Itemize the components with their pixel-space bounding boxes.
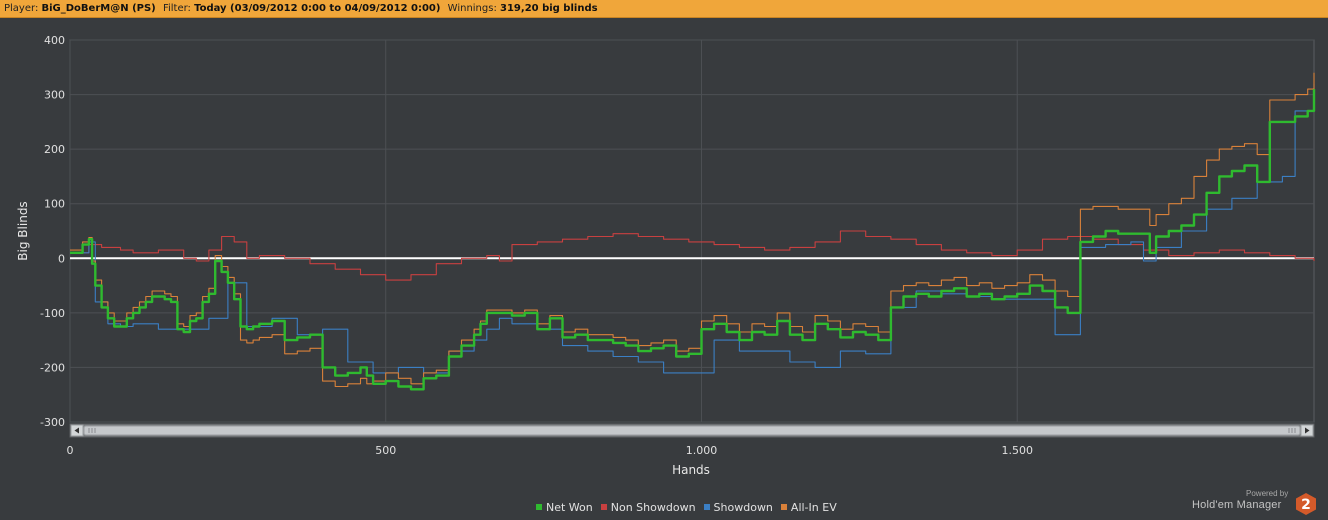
winnings-value: 319,20 big blinds [500,3,598,14]
grid [69,39,1315,423]
brand-logo: Powered by Hold'em Manager 2 [1190,489,1320,517]
x-tick-label: 1.500 [1001,444,1033,457]
y-tick-label: 300 [44,89,65,102]
plot-area-frame [69,39,1315,423]
axes: 400 300 200 100 0 -100 -200 -300 0 500 1.000 1.500 H… [16,34,1033,477]
y-tick-label: 100 [44,198,65,211]
chevron-left-icon [74,427,79,434]
x-axis-title: Hands [672,463,710,477]
x-tick-label: 500 [375,444,396,457]
y-tick-label: -100 [40,307,65,320]
version-badge-icon: 2 [1296,493,1316,515]
legend-label: Showdown [713,500,773,514]
series-line-non-showdown [70,230,1315,281]
legend-item[interactable]: All-In EV [780,500,837,514]
x-tick-label: 1.000 [686,444,718,457]
winnings-label: Winnings: [447,3,497,14]
report-header: Player: BiG_DoBerM@N (PS) Filter: Today … [0,0,1328,18]
version-badge-label: 2 [1301,497,1311,513]
powered-by-text: Powered by [1246,489,1289,498]
y-tick-label: 0 [58,252,65,265]
legend-item[interactable]: Net Won [536,501,593,514]
product-name: Hold'em Manager [1192,499,1282,511]
filter-label: Filter: [162,3,191,14]
legend-swatch [780,504,787,510]
series-line-all-in-ev [70,72,1315,388]
legend-swatch [703,504,710,510]
series-line-showdown [70,83,1315,374]
legend-item[interactable]: Showdown [703,500,773,514]
series-lines [70,72,1316,391]
legend-swatch [536,504,542,510]
legend-item[interactable]: Non Showdown [600,500,696,514]
legend-label: All-In EV [790,500,837,514]
scrollbar-thumb[interactable] [83,425,1301,436]
series-line-net-won [70,89,1316,391]
filter-value[interactable]: Today (03/09/2012 0:00 to 04/09/2012 0:0… [194,3,441,14]
legend-label: Net Won [546,500,593,514]
winnings-graph: 400 300 200 100 0 -100 -200 -300 0 500 1.000 1.500 H… [16,34,1316,477]
y-axis-title: Big Blinds [16,201,30,260]
y-tick-label: -200 [40,361,65,374]
x-tick-label: 0 [67,444,74,457]
y-tick-label: 200 [44,143,65,156]
y-tick-label: -300 [40,416,65,429]
y-tick-label: 400 [44,34,65,47]
player-label: Player: [4,3,39,14]
legend-swatch [600,504,607,510]
chevron-right-icon [1305,427,1310,434]
player-value: BiG_DoBerM@N (PS) [41,3,156,14]
legend-label: Non Showdown [610,500,696,514]
chart-legend: Net Won Non Showdown Showdown All-In EV [536,500,845,514]
horizontal-scrollbar[interactable] [69,423,1315,438]
